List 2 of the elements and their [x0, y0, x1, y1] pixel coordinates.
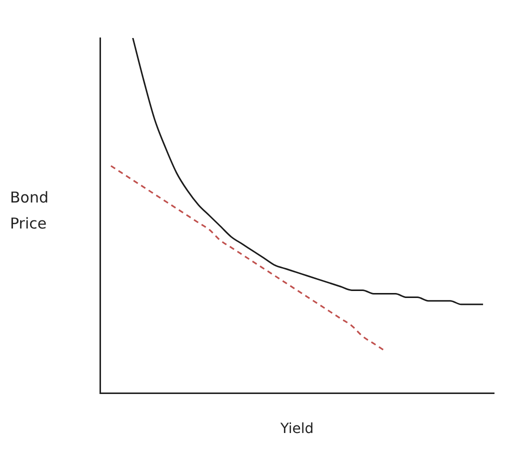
x-axis-title: Yield	[279, 421, 314, 438]
y-axis-title: Bond Price	[10, 188, 48, 233]
